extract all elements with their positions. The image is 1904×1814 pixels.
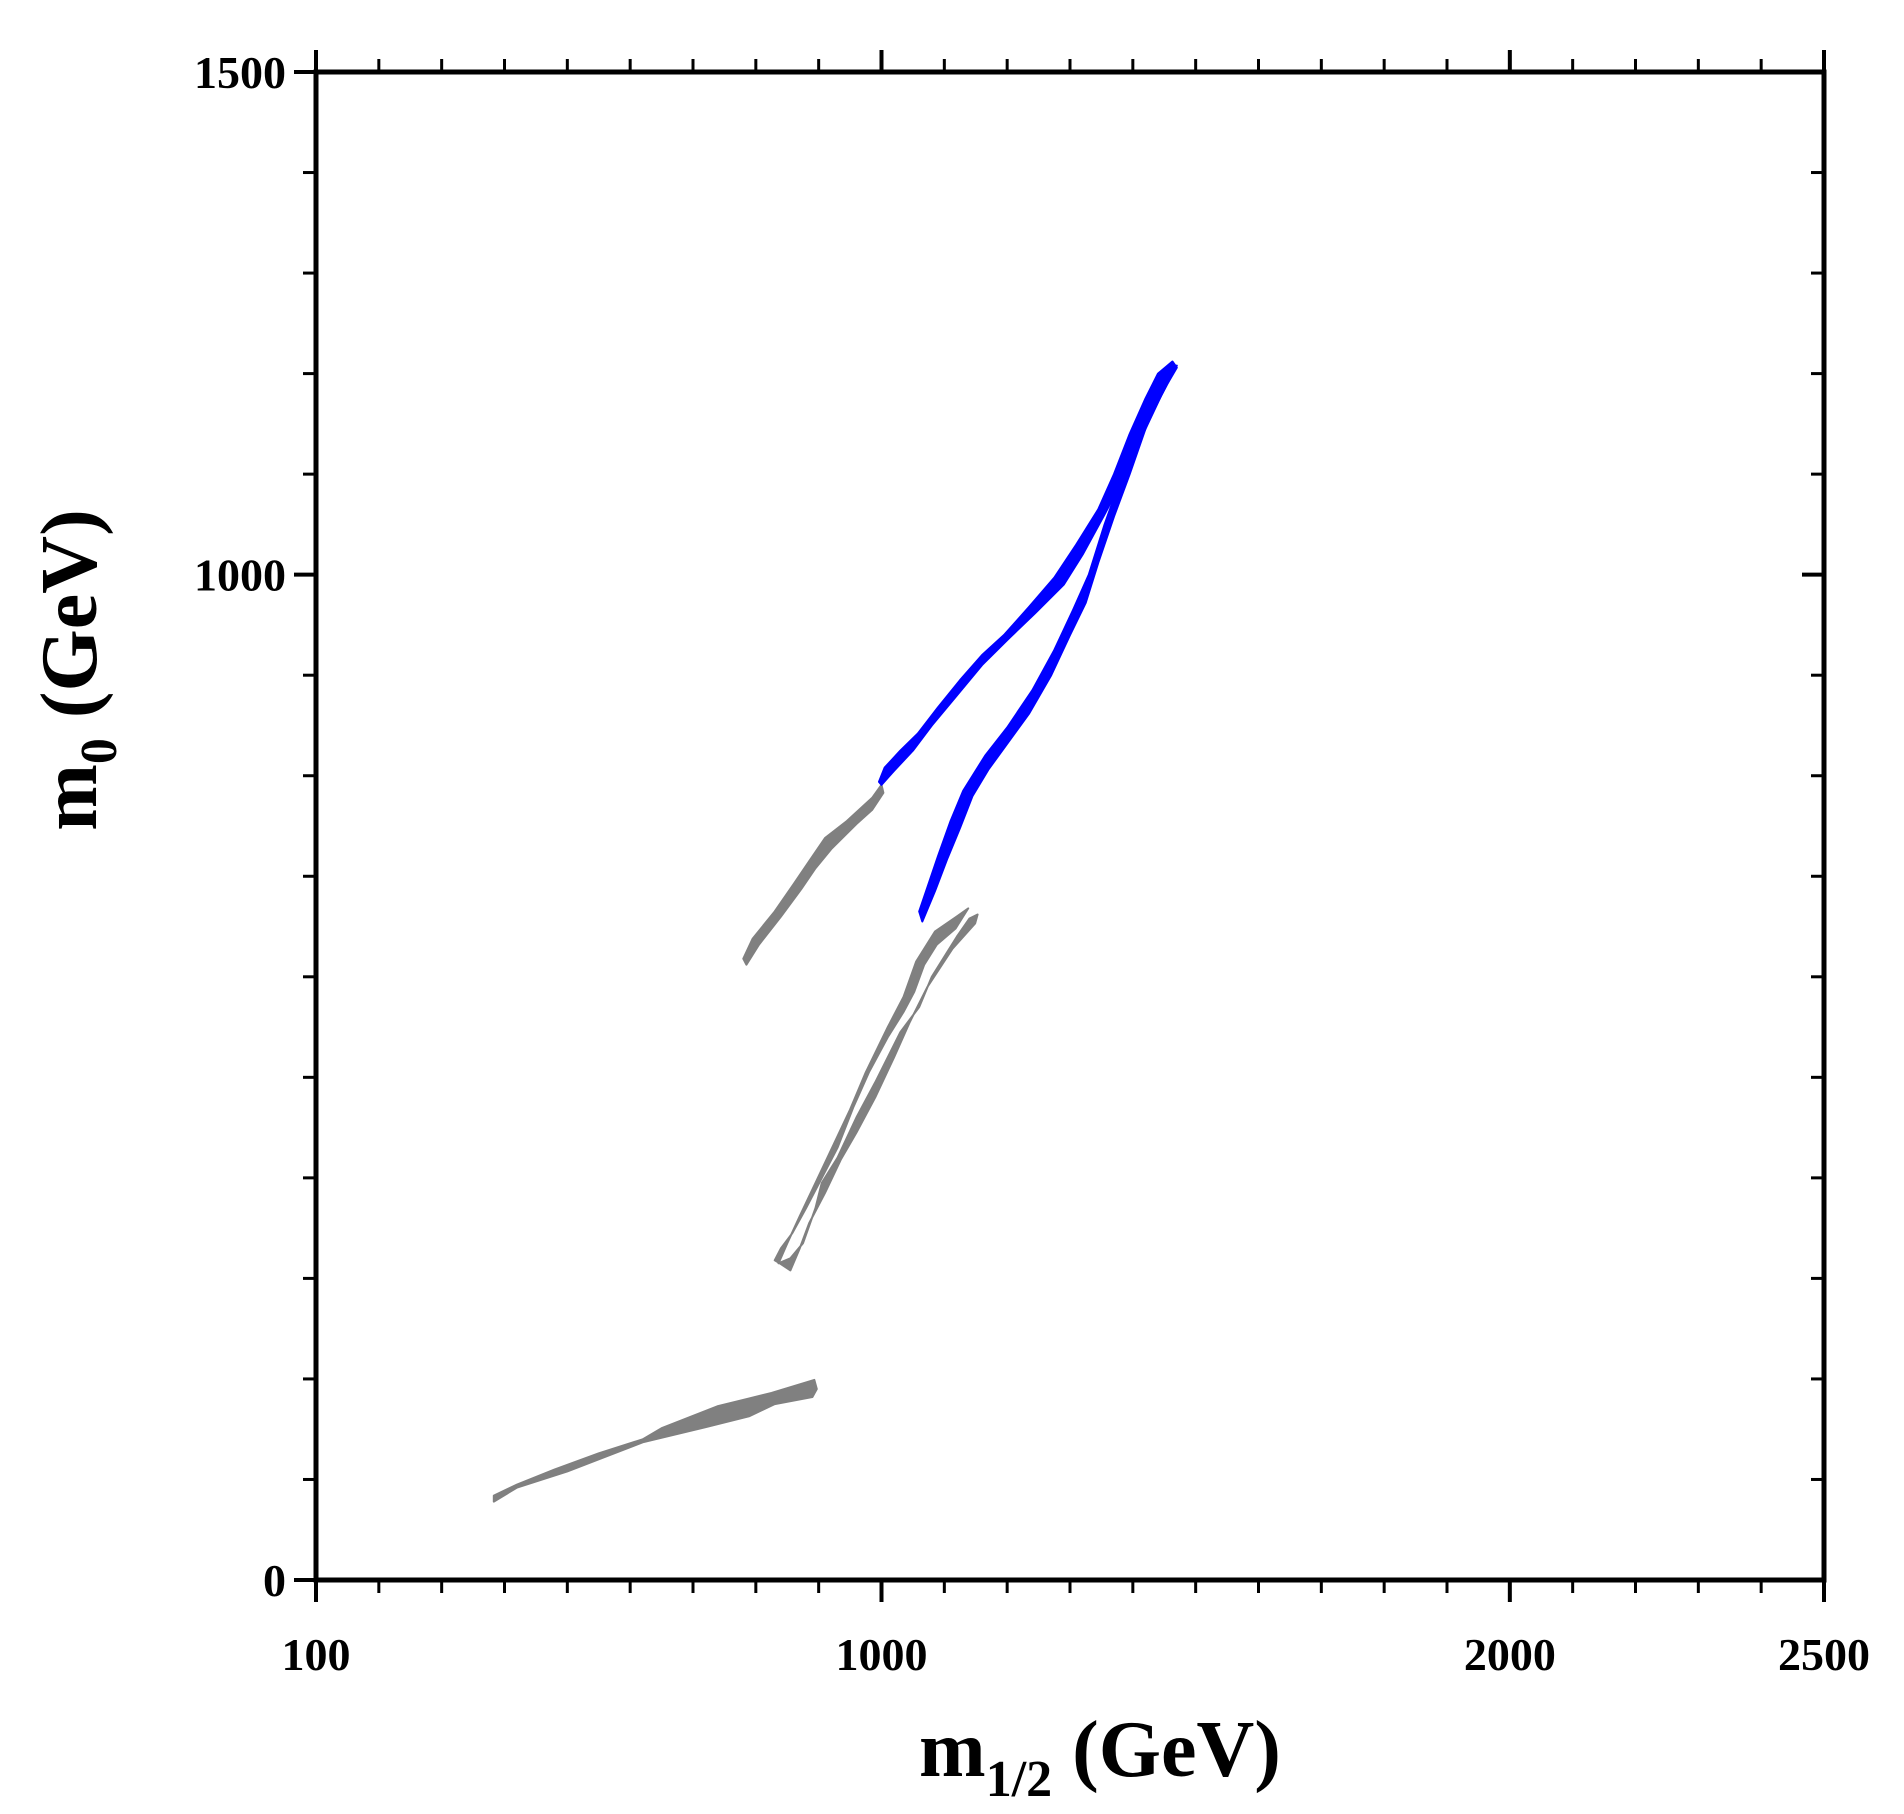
region-gray-lower-band bbox=[492, 1378, 818, 1503]
x-tick-label: 2500 bbox=[1778, 1629, 1870, 1680]
region-blue-lower-band bbox=[918, 364, 1178, 923]
x-tick-labels: 100 1000 2000 2500 bbox=[282, 1629, 1871, 1680]
region-gray-upper-band bbox=[742, 783, 885, 966]
ticks-layer bbox=[294, 50, 1826, 1602]
x-axis-title-main: m bbox=[919, 1706, 986, 1794]
x-axis-title-unit: (GeV) bbox=[1052, 1706, 1281, 1794]
region-blue-upper-band bbox=[878, 360, 1178, 786]
x-tick-label: 1000 bbox=[836, 1629, 928, 1680]
y-axis-title-unit: (GeV) bbox=[26, 509, 114, 738]
regions-layer bbox=[492, 360, 1178, 1503]
plot-frame bbox=[313, 69, 1827, 1583]
y-tick-label: 0 bbox=[263, 1555, 286, 1606]
y-axis-title-sub: 0 bbox=[71, 738, 128, 764]
region-gray-middle-band bbox=[773, 907, 979, 1272]
y-axis-title-main: m bbox=[26, 764, 114, 831]
x-axis-title-sub: 1/2 bbox=[986, 1751, 1052, 1808]
y-tick-label: 1000 bbox=[194, 550, 286, 601]
y-tick-label: 1500 bbox=[194, 47, 286, 98]
x-axis-title: m1/2 (GeV) bbox=[919, 1706, 1281, 1808]
y-axis-title: m0 (GeV) bbox=[26, 509, 128, 830]
y-tick-labels: 0 1000 1500 bbox=[194, 47, 286, 1606]
x-tick-label: 100 bbox=[282, 1629, 351, 1680]
x-tick-label: 2000 bbox=[1464, 1629, 1556, 1680]
